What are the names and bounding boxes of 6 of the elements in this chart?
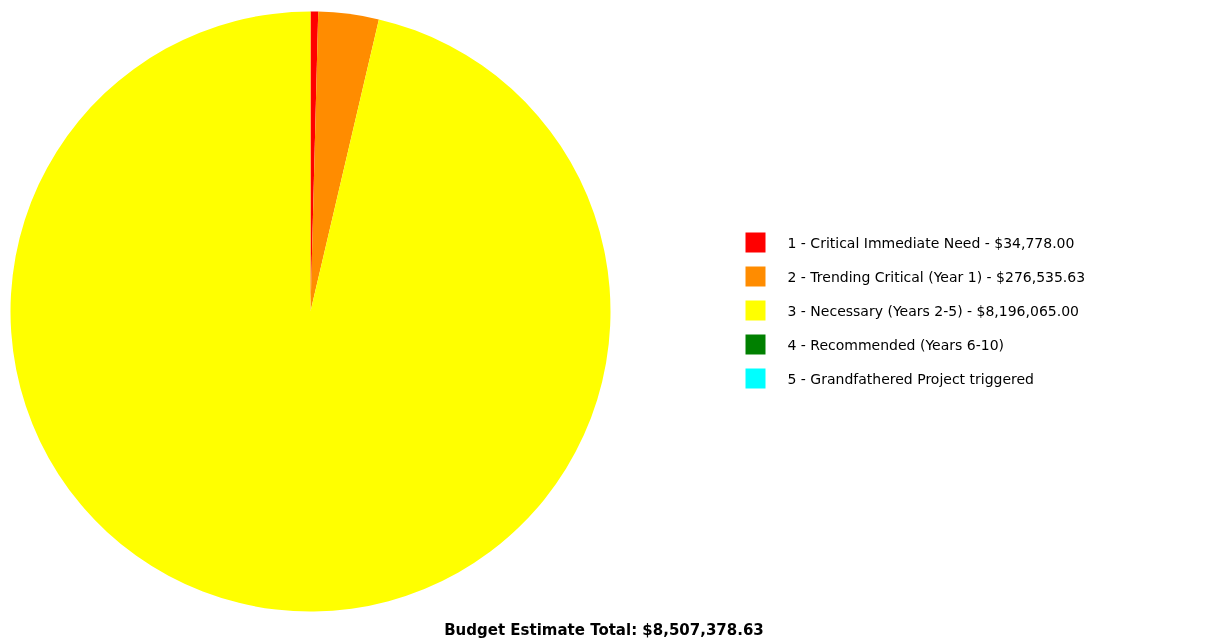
text: Budget Estimate Total: $8,507,378.63 [444,620,764,639]
legend-label: 2 - Trending Critical (Year 1) - $276,535.63 [787,268,1086,285]
legend-label: 3 - Necessary (Years 2-5) - $8,196,065.00 [787,302,1079,319]
legend-label: 5 - Grandfathered Project triggered [787,370,1035,387]
legend-label: 4 - Recommended (Years 6-10) [787,336,1005,353]
legend-label: 1 - Critical Immediate Need - $34,778.00 [787,234,1075,251]
